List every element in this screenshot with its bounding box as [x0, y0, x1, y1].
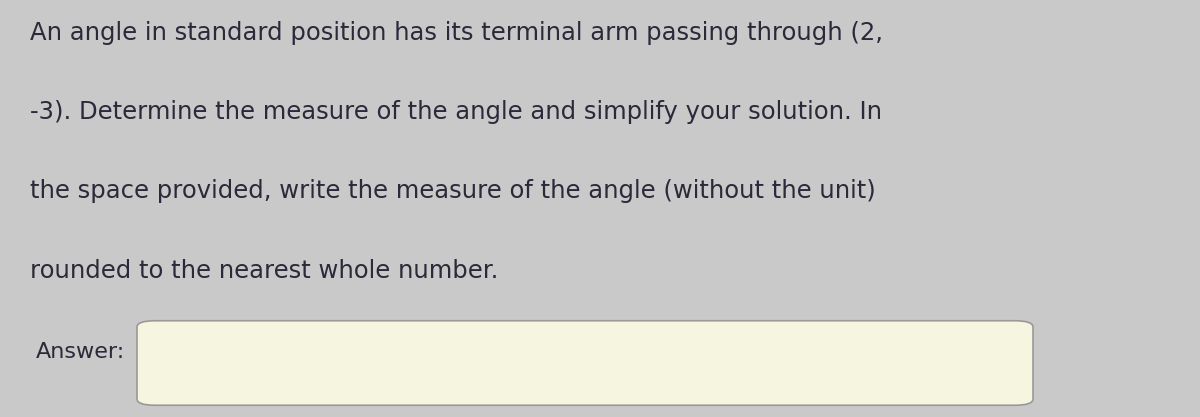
Text: Answer:: Answer: [36, 342, 125, 362]
Text: the space provided, write the measure of the angle (without the unit): the space provided, write the measure of… [30, 179, 876, 203]
Text: An angle in standard position has its terminal arm passing through (2,: An angle in standard position has its te… [30, 21, 883, 45]
Text: rounded to the nearest whole number.: rounded to the nearest whole number. [30, 259, 498, 283]
FancyBboxPatch shape [137, 321, 1033, 405]
Text: -3). Determine the measure of the angle and simplify your solution. In: -3). Determine the measure of the angle … [30, 100, 882, 124]
